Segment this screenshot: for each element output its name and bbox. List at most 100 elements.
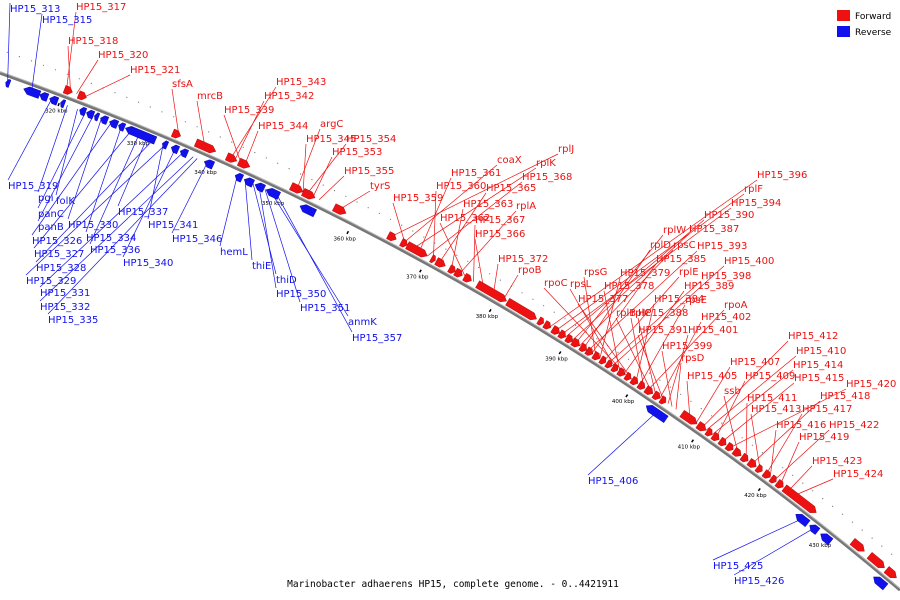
gene-label-hp15-426: HP15_426	[734, 576, 784, 587]
gene-label-hp15-390: HP15_390	[704, 210, 754, 221]
lead-line	[549, 179, 758, 328]
forward-gene-arrow	[774, 479, 784, 489]
track-dot	[700, 408, 702, 410]
track-dot	[196, 126, 198, 128]
reverse-gene-arrow	[60, 99, 67, 109]
track-dot	[871, 537, 873, 539]
track-dot	[173, 116, 175, 118]
gene-label-hp15-388: HP15_388	[638, 308, 688, 319]
lead-line	[750, 413, 761, 470]
gene-label-tyrs: tyrS	[370, 181, 390, 192]
reverse-gene-arrow	[86, 109, 96, 120]
reverse-gene-arrow	[265, 188, 281, 200]
track-dot	[761, 452, 764, 454]
tick-label: 340 kbp	[194, 170, 217, 176]
genome-backbone	[0, 71, 900, 592]
gene-label-rple: rplE	[679, 267, 699, 278]
lead-line	[667, 334, 689, 404]
legend-forward-label: Forward	[855, 12, 891, 22]
lead-line	[615, 317, 653, 393]
lead-line	[723, 395, 739, 454]
forward-gene-arrow	[193, 138, 217, 154]
forward-gene-arrow	[651, 390, 661, 400]
forward-gene-arrow	[224, 152, 238, 163]
lead-line	[276, 194, 353, 333]
forward-gene-arrow	[550, 325, 560, 335]
track-dot	[401, 224, 403, 226]
track-dot	[711, 415, 713, 417]
forward-gene-arrow	[462, 272, 472, 283]
gene-label-hp15-415: HP15_415	[794, 373, 844, 384]
gene-label-hp15-341: HP15_341	[148, 220, 198, 231]
gene-label-hp15-393: HP15_393	[697, 241, 747, 252]
track-dot	[333, 190, 336, 192]
gene-label-rplf: rplF	[744, 184, 763, 195]
lead-line	[413, 167, 537, 249]
track-dot	[299, 173, 302, 175]
reverse-gene-arrow	[179, 148, 190, 159]
gene-label-hp15-396: HP15_396	[757, 170, 807, 181]
track-dot	[265, 157, 267, 159]
gene-label-hp15-313: HP15_313	[10, 4, 60, 15]
forward-gene-arrow	[536, 316, 544, 326]
gene-label-hp15-411: HP15_411	[747, 393, 797, 404]
gene-label-pgi: pgi	[38, 193, 53, 204]
forward-gene-arrow	[453, 267, 463, 278]
lead-line	[39, 152, 184, 288]
forward-gene-arrow	[332, 203, 347, 215]
track-dot	[367, 207, 369, 209]
lead-line	[89, 133, 140, 245]
reverse-gene-arrow	[873, 576, 889, 591]
gene-label-hp15-337: HP15_337	[118, 207, 168, 218]
forward-gene-arrow	[866, 552, 885, 569]
gene-label-hp15-354: HP15_354	[346, 134, 396, 145]
gene-label-coax: coaX	[497, 155, 522, 166]
tick-mark	[558, 351, 562, 355]
reverse-gene-arrow	[49, 95, 60, 106]
lead-line	[433, 190, 437, 260]
gene-label-hp15-317: HP15_317	[76, 2, 126, 13]
track-dot	[18, 56, 20, 58]
genome-caption: Marinobacter adhaerens HP15, complete ge…	[287, 579, 619, 590]
reverse-gene-arrow	[645, 405, 669, 423]
forward-gene-arrow	[505, 297, 537, 321]
tick-mark	[757, 487, 761, 492]
lead-line	[39, 156, 194, 302]
lead-line	[712, 518, 802, 561]
lead-line	[583, 276, 597, 356]
lead-line	[312, 156, 333, 197]
lead-line	[66, 11, 77, 90]
lead-line	[196, 100, 206, 147]
forward-gene-arrow	[781, 484, 817, 513]
lead-line	[661, 350, 673, 407]
gene-label-hp15-367: HP15_367	[475, 215, 525, 226]
tick-mark	[691, 439, 695, 443]
track-dot	[832, 505, 834, 507]
gene-label-rpoa: rpoA	[724, 300, 748, 311]
gene-label-hp15-361: HP15_361	[451, 168, 501, 179]
lead-line	[252, 183, 277, 275]
track-dot	[575, 324, 577, 326]
lead-line	[503, 274, 519, 300]
legend-reverse-swatch	[837, 26, 850, 37]
lead-line	[258, 186, 277, 289]
lead-line	[543, 287, 629, 378]
tick-marks: 320 kbp 330 kbp 340 kbp 350 kbp 360 kbp 370 k…	[45, 102, 832, 549]
gene-label-hp15-417: HP15_417	[802, 404, 852, 415]
track-dot	[822, 498, 824, 500]
lead-line	[765, 413, 803, 475]
reverse-gene-arrow	[299, 204, 317, 218]
reverse-gene-arrow	[5, 79, 12, 88]
lead-line	[244, 179, 253, 261]
gene-label-rplj: rplJ	[558, 144, 574, 155]
forward-gene-arrow	[768, 474, 777, 484]
forward-gene-arrow	[557, 329, 566, 339]
gene-label-rplb: rplB	[616, 308, 636, 319]
track-dot	[66, 73, 68, 75]
forward-gene-arrow	[434, 257, 446, 268]
lead-line	[675, 362, 682, 410]
gene-label-hp15-394: HP15_394	[731, 198, 781, 209]
gene-label-hp15-385: HP15_385	[656, 254, 706, 265]
lead-line	[623, 290, 685, 375]
lead-line	[611, 265, 725, 367]
